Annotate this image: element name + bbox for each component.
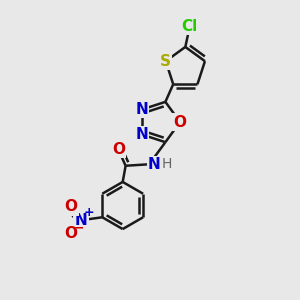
Text: O: O (64, 226, 77, 241)
Text: S: S (160, 54, 171, 69)
Text: Cl: Cl (182, 19, 198, 34)
Text: −: − (74, 222, 84, 235)
Text: O: O (64, 200, 77, 214)
Text: N: N (75, 213, 88, 228)
Text: O: O (173, 115, 187, 130)
Text: H: H (162, 157, 172, 171)
Text: N: N (148, 157, 161, 172)
Text: N: N (135, 127, 148, 142)
Text: N: N (135, 102, 148, 117)
Text: +: + (84, 206, 94, 219)
Text: O: O (112, 142, 125, 157)
